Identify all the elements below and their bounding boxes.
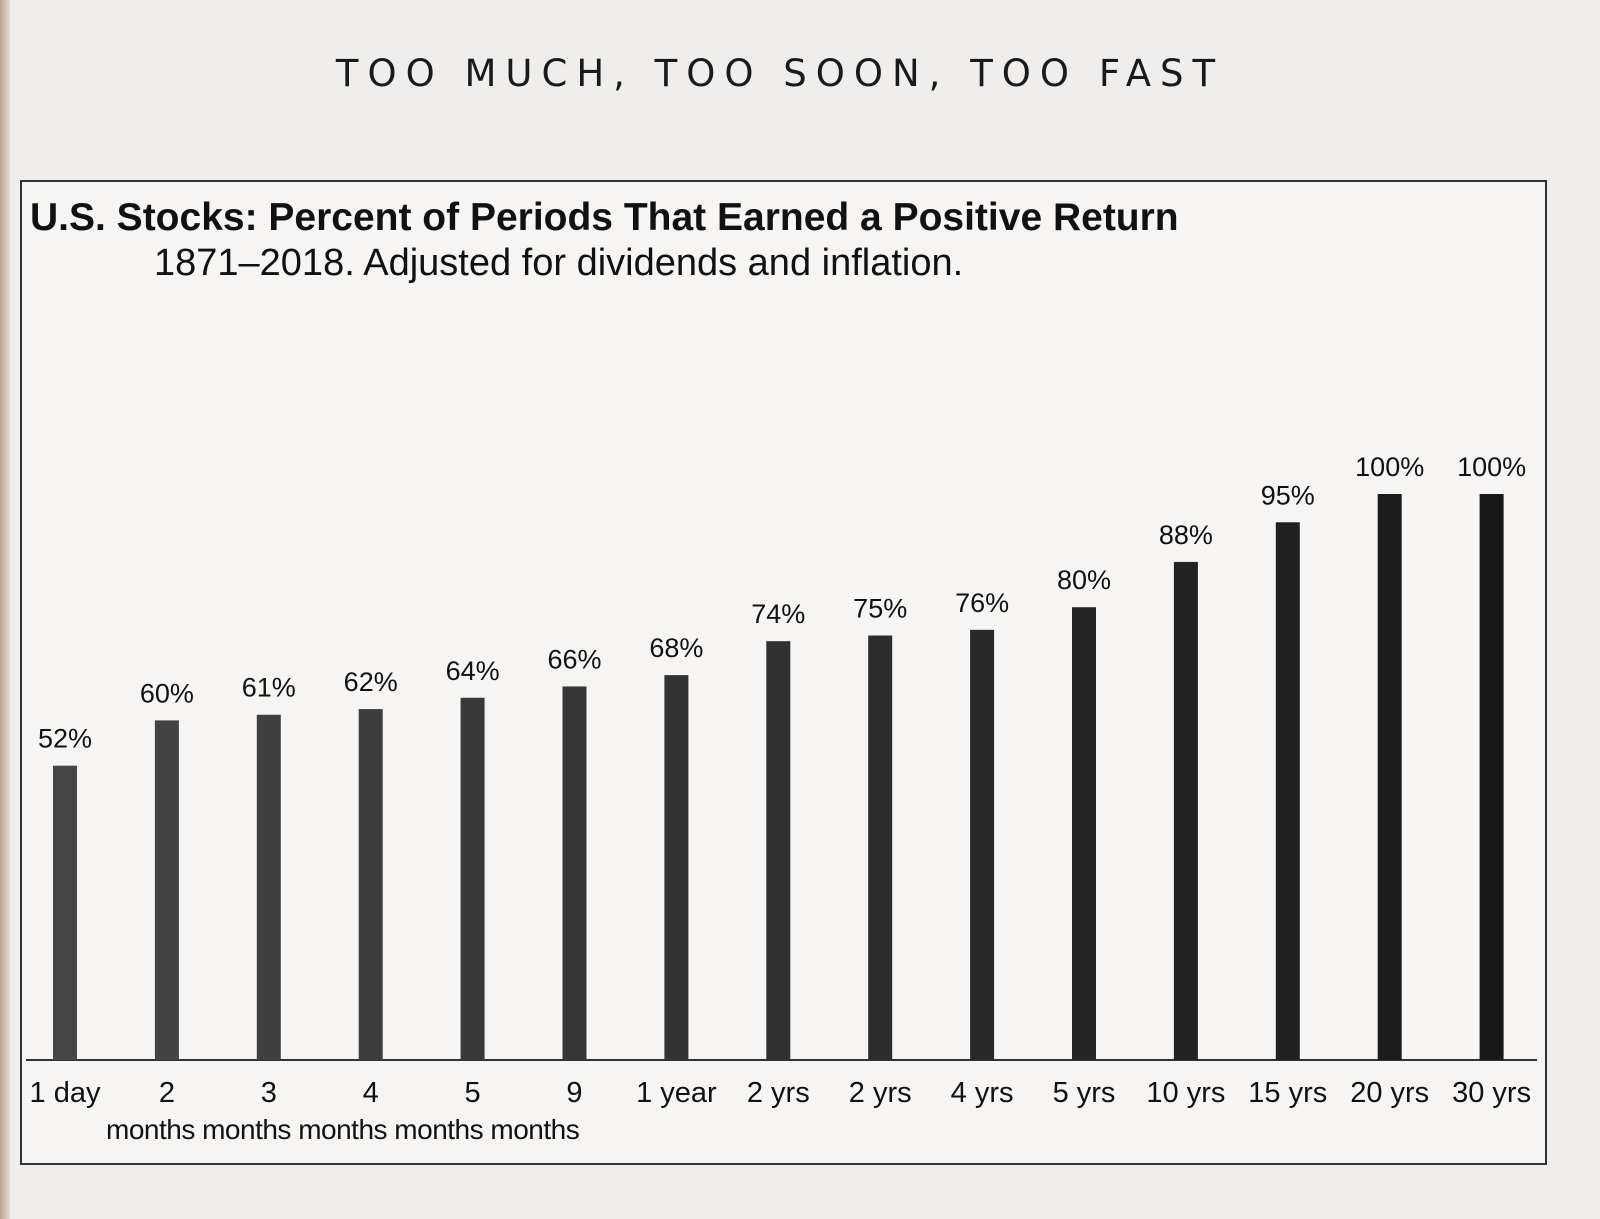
tick-label-9: 4 yrs [951,1077,1014,1109]
data-label-7: 74% [751,599,805,629]
tick-label-3: 4 [363,1077,379,1109]
tick-label-0: 1 day [30,1077,101,1109]
data-label-9: 76% [955,588,1009,618]
bar-11 [1173,561,1198,1060]
bar-3 [358,709,383,1060]
tick-label-12: 15 yrs [1248,1077,1327,1109]
bar-0 [53,765,77,1060]
running-head: TOO MUCH, TOO SOON, TOO FAST [335,52,1225,95]
bar-12 [1275,522,1300,1060]
tick-label-2: 3 [261,1077,277,1109]
data-label-0: 52% [38,724,92,754]
chart-frame: U.S. Stocks: Percent of Periods That Ear… [20,180,1547,1165]
chart-subtitle: 1871–2018. Adjusted for dividends and in… [154,242,964,284]
data-label-3: 62% [344,667,398,697]
page-edge [0,0,10,1219]
data-label-1: 60% [140,678,194,708]
bar-chart: 52% 1 day 60% 2 61% 3 62% 4 64% 5 66% 9 68% 1 year 74%… [26,452,1537,1109]
bar-5 [562,686,587,1060]
bar-7 [766,641,791,1060]
data-label-14: 100% [1457,452,1526,482]
chart-title: U.S. Stocks: Percent of Periods That Ear… [30,196,1179,239]
bar-10 [1072,607,1096,1060]
tick-label-1: 2 [159,1077,175,1109]
data-label-13: 100% [1355,452,1424,482]
tick-label-7: 2 yrs [747,1077,810,1109]
data-label-12: 95% [1261,480,1315,510]
data-label-5: 66% [547,644,601,674]
bar-9 [970,629,995,1060]
bar-4 [460,697,485,1060]
data-label-2: 61% [242,673,296,703]
data-label-11: 88% [1159,520,1213,550]
tick-label-5: 9 [566,1077,582,1109]
bar-14 [1479,494,1504,1060]
data-label-6: 68% [649,633,703,663]
bar-6 [664,675,689,1060]
data-label-10: 80% [1057,565,1111,595]
tick-label-4: 5 [465,1077,481,1109]
tick-label-14: 30 yrs [1452,1077,1531,1109]
tick-label-8: 2 yrs [849,1077,912,1109]
bar-2 [256,714,281,1060]
months-sublabel: months months months months months [106,1114,580,1145]
data-label-4: 64% [446,656,500,686]
tick-label-11: 10 yrs [1146,1077,1225,1109]
tick-label-10: 5 yrs [1053,1077,1116,1109]
bar-13 [1377,494,1402,1060]
tick-label-6: 1 year [636,1077,717,1109]
data-label-8: 75% [853,594,907,624]
tick-label-13: 20 yrs [1350,1077,1429,1109]
bar-1 [154,720,179,1060]
bar-8 [868,635,893,1060]
